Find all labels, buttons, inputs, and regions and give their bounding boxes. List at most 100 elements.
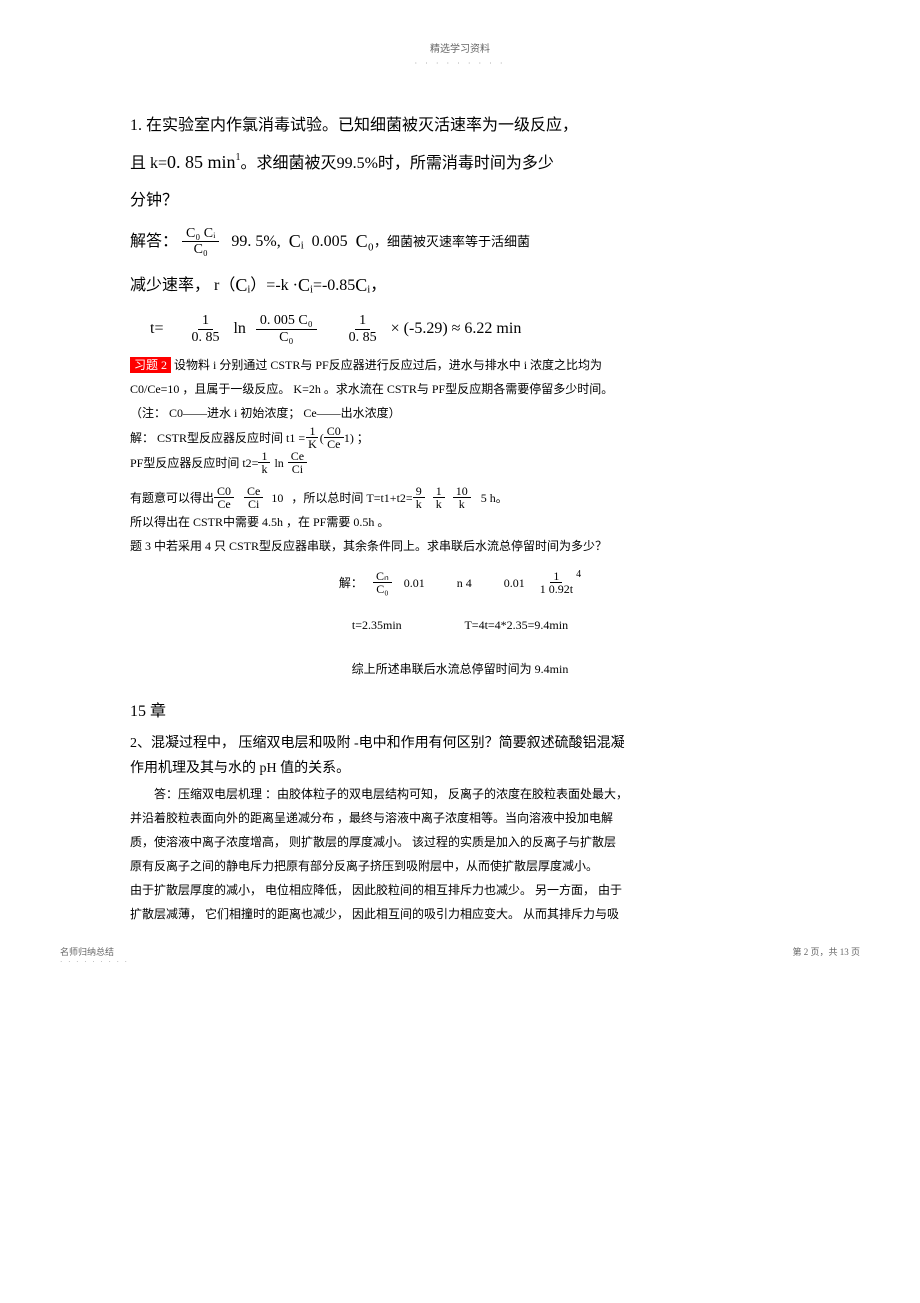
q2-f62: Ce Ci: [244, 485, 263, 510]
q2-t1f1: 1 K: [305, 425, 320, 450]
q1-line1: 1. 在实验室内作氯消毒试验。已知细菌被灭活速率为一级反应，: [130, 108, 790, 143]
footer-left-text: 名师归纳总结: [60, 945, 129, 958]
q2-t1f2d: Ce: [324, 438, 343, 450]
q1-f1-num: C₀ Cᵢ: [182, 226, 219, 242]
q1-f1-den: C₀: [190, 242, 212, 257]
ch15-q2-2: 作用机理及其与水的 pH 值的关系。: [130, 756, 790, 781]
q2-t1-row: 解： CSTR型反应器反应时间 t1 = 1 K ( C0 Ce 1) ；: [130, 425, 790, 450]
q2-f63: 9 k: [413, 485, 425, 510]
q2-t2f2: Ce Ci: [288, 450, 307, 475]
q1-line2: 且 k= 0. 85 min 1 。求细菌被灭 99.5% 时，所需消毒时间为多…: [130, 143, 790, 183]
q2-f65d: k: [456, 498, 468, 510]
q2-t2-row: PF型反应器反应时间 t2= 1 k ln Ce Ci: [130, 450, 790, 475]
q1-f4d: 0. 85: [345, 330, 381, 345]
q2-5h: 5 h。: [481, 486, 508, 510]
q1-answer-row1: 解答： C₀ Cᵢ C₀ 99. 5%, Cᵢ 0.005 C₀ ，细菌被灭速率…: [130, 226, 790, 258]
q1-times: × (-5.29) ≈ 6.22 min: [391, 318, 522, 340]
ch15-title: 15 章: [130, 697, 790, 721]
q2-text3: （注： C0——进水 i 初始浓度； Ce——出水浓度）: [130, 401, 790, 425]
q2-f61: C0 Ce: [214, 485, 234, 510]
q2-tT-row: t=2.35min T=4t=4*2.35=9.4min: [130, 613, 790, 637]
q1-Ci4: Cᵢ: [355, 266, 370, 306]
q2-ten: 10: [271, 486, 283, 510]
q1-f2d: 0. 85: [187, 330, 223, 345]
footer-left: 名师归纳总结 · · · · · · · · ·: [60, 945, 129, 966]
q2-f62d: Ci: [245, 498, 262, 510]
q2-text7: 所以得出在 CSTR中需要 4.5h ，在 PF需要 0.5h 。: [130, 510, 790, 534]
q2-text4a: 解： CSTR型反应器反应时间 t1 =: [130, 426, 305, 450]
q2-t2f2d: Ci: [289, 463, 306, 475]
header-title: 精选学习资料: [130, 40, 790, 55]
q1-line2c: 时，所需消毒时间为多少: [378, 146, 554, 181]
q1-ans-label: 解答：: [130, 231, 178, 253]
q1-teq: t=: [150, 318, 163, 340]
q1-005: 0.005: [312, 231, 348, 253]
q1-line2a: 且 k=: [130, 146, 167, 181]
q1-liner: 减少速率， r（: [130, 268, 235, 303]
ch15-a1: 答：压缩双电层机理 ：由胶体粒子的双电层结构可知， 反离子的浓度在胶粒表面处最大…: [130, 782, 790, 806]
q2-f8: Cₙ C₀: [373, 570, 392, 595]
q1-liner2: ）=-k ·: [250, 268, 298, 303]
q1-liner3: =-0.85: [313, 268, 355, 303]
q1-kval: 0. 85 min: [167, 143, 236, 183]
q2-f64d: k: [433, 498, 445, 510]
q1-frac2: 1 0. 85: [187, 313, 223, 345]
q1-pct: 99.5%: [337, 146, 378, 181]
q2-f8d: C₀: [373, 583, 391, 595]
page-container: 精选学习资料 · · · · · · · · · 1. 在实验室内作氯消毒试验。…: [0, 0, 920, 986]
q2-row1: 习题 2 设物料 i 分别通过 CSTR与 PF反应器进行反应过后，进水与排水中…: [130, 353, 790, 377]
footer-right: 第 2 页，共 13 页: [792, 945, 860, 958]
q1-f2n: 1: [198, 313, 213, 329]
q1-rate-row: 减少速率， r（ Cᵢ ）=-k · Cᵢ =-0.85 Cᵢ ，: [130, 266, 790, 306]
q2-text6a: 有题意可以得出: [130, 486, 214, 510]
q2-sol-label: 解：: [339, 571, 363, 595]
q2-badge: 习题 2: [130, 357, 171, 373]
q2-t2f1d: k: [258, 463, 270, 475]
q1-t-row: t= 1 0. 85 ln 0. 005 C₀ C₀ 1 0. 85 × (-5…: [150, 313, 790, 345]
q2-text6b: ，所以总时间 T=t1+t2=: [291, 486, 412, 510]
q2-t235: t=2.35min: [352, 618, 402, 632]
q2-T94: T=4t=4*2.35=9.4min: [464, 618, 568, 632]
ch15-a5: 由于扩散层厚度的减小， 电位相应降低， 因此胶粒间的相互排斥力也减少。 另一方面…: [130, 878, 790, 902]
q2-summary: 综上所述串联后水流总停留时间为 9.4min: [130, 657, 790, 681]
q2-f61d: Ce: [214, 498, 233, 510]
q1-ln: ln: [233, 318, 245, 340]
ch15-a2: 并沿着胶粒表面向外的距离呈递减分布 ，最终与溶液中离子浓度相等。当向溶液中投加电…: [130, 806, 790, 830]
q2-t1f2: C0 Ce: [324, 425, 344, 450]
q1-f3n: 0. 005 C₀: [256, 313, 317, 329]
q2-t1tail: 1) ；: [344, 426, 369, 450]
q1-pct2: 99. 5%,: [231, 231, 280, 253]
q1-line2b: 。求细菌被灭: [241, 146, 337, 181]
q1-Ci: Cᵢ: [289, 229, 304, 254]
footer-left-dots: · · · · · · · · ·: [60, 958, 129, 966]
q2-sum-row: 有题意可以得出 C0 Ce Ce Ci 10 ，所以总时间 T=t1+t2= 9…: [130, 485, 790, 510]
q2-t2ln: ln: [274, 451, 283, 475]
q1-line3: 分钟？: [130, 183, 790, 218]
q2-t1f1d: K: [305, 438, 320, 450]
ch15-a4: 原有反离子之间的静电斥力把原有部分反离子挤压到吸附层中，从而使扩散层厚度减小。: [130, 854, 790, 878]
q2-text2: C0/Ce=10 ，且属于一级反应。 K=2h 。求水流在 CSTR与 PF型反…: [130, 377, 790, 401]
q1-f3d: C₀: [275, 330, 297, 345]
header-dots: · · · · · · · · ·: [130, 59, 790, 68]
q2-text1: 设物料 i 分别通过 CSTR与 PF反应器进行反应过后，进水与排水中 i 浓度…: [174, 358, 602, 372]
q2-exp4: 4: [576, 565, 581, 585]
q1-after: ，细菌被灭速率等于活细菌: [374, 233, 530, 251]
q1-f4n: 1: [355, 313, 370, 329]
q2-f9d: 1 0.92t: [537, 583, 576, 595]
ch15-a6: 扩散层减薄， 它们相撞时的距离也减少， 因此相互间的吸引力相应变大。 从而其排斥…: [130, 902, 790, 926]
q1-frac1: C₀ Cᵢ C₀: [182, 226, 219, 258]
q1-Ci3: Cᵢ: [298, 266, 313, 306]
q1-frac4: 1 0. 85: [345, 313, 381, 345]
q2-001: 0.01: [404, 571, 425, 595]
q2-n4: n 4: [457, 571, 472, 595]
q2-f9: 1 1 0.92t: [537, 570, 576, 595]
q2-text8: 题 3 中若采用 4 只 CSTR型反应器串联，其余条件同上。求串联后水流总停留…: [130, 534, 790, 558]
q1-frac3: 0. 005 C₀ C₀: [256, 313, 317, 345]
q1-C0: C₀: [356, 229, 374, 254]
q2-001b: 0.01: [504, 571, 525, 595]
ch15-q2-1: 2、混凝过程中， 压缩双电层和吸附 -电中和作用有何区别？简要叙述硫酸铝混凝: [130, 731, 790, 756]
q1-comma: ，: [370, 268, 386, 303]
ch15-a3: 质，使溶液中离子浓度增高， 则扩散层的厚度减小。 该过程的实质是加入的反离子与扩…: [130, 830, 790, 854]
q2-t2f1: 1 k: [258, 450, 270, 475]
q1-Ci2: Cᵢ: [235, 266, 250, 306]
